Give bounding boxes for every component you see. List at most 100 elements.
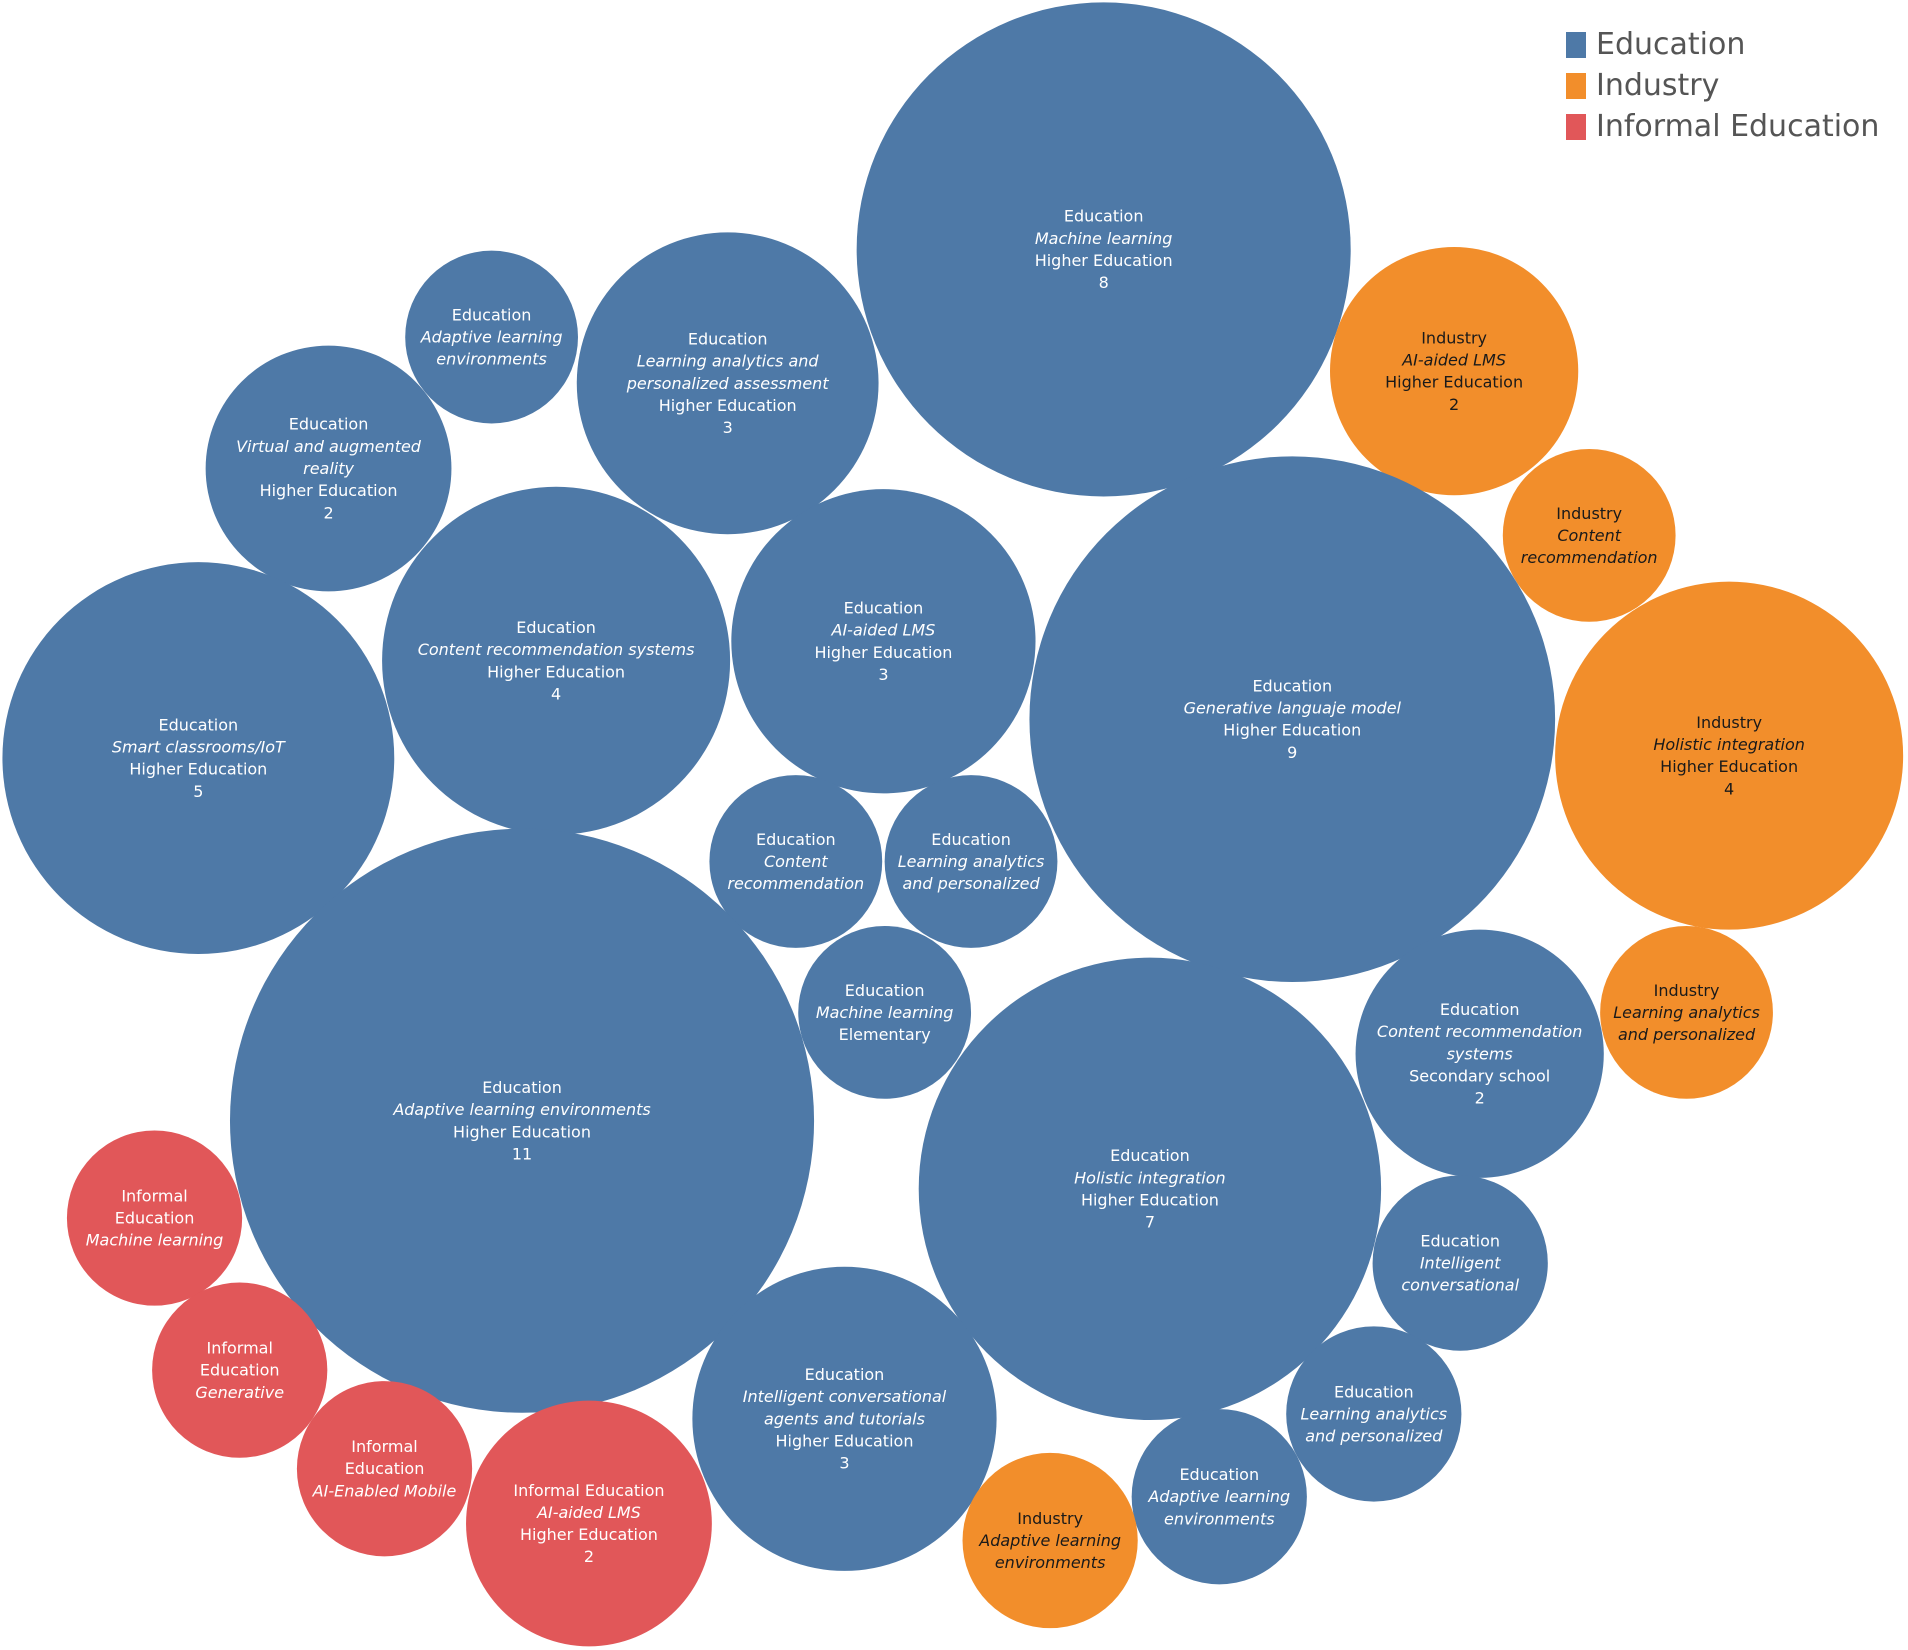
bubble-label: Education Learning analytics and personali… [626,330,830,438]
bubble-topic-line: Content recommendation systems [418,640,695,659]
bubble-topic-line: AI-aided LMS [536,1503,641,1522]
bubble-text-line: Informal Education [513,1481,664,1500]
bubble-topic-line: environments [995,1553,1106,1572]
bubble-text-line: Higher Education [260,481,398,500]
bubble-circle [798,926,972,1099]
bubble-circle [152,1282,328,1458]
legend: Education Industry Informal Education [1566,24,1879,147]
bubble-topic-line: Adaptive learning environments [392,1100,650,1119]
bubble-circle [405,250,578,424]
legend-item-education: Education [1566,24,1879,65]
bubble-text-line: 11 [512,1144,532,1163]
bubble-circle [576,232,879,535]
bubble-text-line: 7 [1145,1213,1155,1232]
bubble-circle [1029,456,1556,982]
bubble-text-line: 3 [878,665,888,684]
bubble-informal-education-machine-learning: Informal Education Machine learning [66,1130,243,1306]
bubble-topic-line: Holistic integration [1653,735,1805,754]
bubble-topic-line: Virtual and augmented [236,437,422,456]
legend-swatch-industry [1566,72,1586,99]
bubble-label: Education Content recommendation [727,830,864,893]
bubble-text-line: Higher Education [129,760,267,779]
bubble-text-line: Industry [1421,328,1487,347]
bubble-label: Informal Education AI-Enabled Mobile [312,1437,457,1500]
bubble-topic-line: Smart classrooms/IoT [112,738,286,757]
bubble-text-line: Education [1064,207,1144,226]
bubble-text-line: Higher Education [814,643,952,662]
bubble-circle [66,1130,243,1306]
bubble-education-learning-analytics-and-personalized: Education Learning analytics and personali… [1286,1326,1462,1502]
bubble-text-line: Higher Education [1081,1190,1219,1209]
bubble-topic-line: personalized assessment [626,374,830,393]
bubble-topic-line: Generative [195,1383,284,1402]
bubble-topic-line: Holistic integration [1074,1168,1226,1187]
bubble-text-line: 2 [323,503,333,522]
bubble-circle [2,562,395,954]
legend-label: Informal Education [1596,109,1880,144]
bubble-text-line: Education [805,1365,885,1384]
bubble-topic-line: Adaptive learning [420,328,563,347]
bubble-text-line: Higher Education [1035,251,1173,270]
bubble-label: Informal Education AI-aided LMS Higher Edu… [513,1481,664,1566]
bubble-text-line: Higher Education [520,1525,658,1544]
bubble-industry-adaptive-learning-environments: Industry Adaptive learning environments [962,1452,1138,1629]
bubble-topic-line: Adaptive learning [1147,1487,1290,1506]
bubble-education-content-recommendation-systems: Education Content recommendation systems H… [382,486,731,835]
bubble-topic-line: Machine learning [816,1003,954,1022]
bubble-circle [731,489,1036,794]
bubble-text-line: Higher Education [1660,757,1798,776]
bubble-education-adaptive-learning-environments: Education Adaptive learning environments H… [229,828,815,1413]
bubble-text-line: Informal [351,1437,417,1456]
bubble-label: Education Virtual and augmented reality Hig… [236,415,422,523]
bubble-text-line: Education [200,1361,280,1380]
bubble-topic-line: Machine learning [1035,229,1173,248]
bubble-topic-line: Learning analytics [1300,1404,1447,1423]
bubble-text-line: Secondary school [1409,1066,1550,1085]
bubble-circle [709,775,883,948]
bubble-text-line: Education [345,1459,425,1478]
bubble-education-adaptive-learning-environments: Education Adaptive learning environments [1131,1409,1307,1585]
bubble-label: Industry AI-aided LMS Higher Education 2 [1385,328,1523,413]
bubble-circle [1330,247,1579,496]
bubble-text-line: 2 [584,1547,594,1566]
bubble-informal-education-generative: Informal Education Generative [152,1282,328,1458]
bubble-text-line: 2 [1475,1089,1485,1108]
bubble-text-line: Education [1420,1231,1500,1250]
bubble-circle [296,1381,473,1557]
bubble-topic-line: Adaptive learning [978,1531,1121,1550]
bubble-label: Education Intelligent conversational agent… [743,1365,947,1473]
bubble-text-line: Industry [1017,1509,1083,1528]
bubble-education-generative-languaje-model: Education Generative languaje model Higher… [1029,456,1556,982]
bubble-text-line: Higher Education [776,1431,914,1450]
bubble-label: Education Intelligent conversational [1401,1231,1519,1294]
bubble-text-line: 2 [1449,395,1459,414]
bubble-circle [918,957,1382,1421]
bubble-education-learning-analytics-and-personalized: Education Learning analytics and personali… [884,775,1058,948]
bubble-education-content-recommendation: Education Content recommendation [709,775,883,948]
bubble-label: Industry Learning analytics and personaliz… [1613,981,1760,1044]
bubble-circle [1286,1326,1462,1502]
bubble-label: Education Learning analytics and personali… [1300,1382,1447,1445]
bubble-topic-line: and personalized [1305,1427,1443,1446]
bubble-text-line: 4 [551,684,561,703]
bubble-topic-line: AI-Enabled Mobile [312,1481,457,1500]
legend-label: Education [1596,27,1746,62]
bubble-text-line: Education [1110,1146,1190,1165]
bubble-education-machine-learning: Education Machine learning Higher Educatio… [856,2,1351,497]
bubble-education-content-recommendation-systems: Education Content recommendation systems Se… [1355,929,1604,1178]
legend-label: Industry [1596,68,1720,103]
bubble-label: Education Adaptive learning environments H… [392,1078,650,1163]
bubble-text-line: Education [115,1209,195,1228]
bubble-topic-line: recommendation [727,874,864,893]
bubble-text-line: Elementary [839,1025,931,1044]
bubble-text-line: Education [756,830,836,849]
bubble-circle [1372,1175,1548,1351]
bubble-topic-line: Intelligent [1420,1254,1501,1273]
bubble-education-virtual-and-augmented-reality: Education Virtual and augmented reality Hig… [205,345,452,592]
bubble-topic-line: Content recommendation [1377,1022,1583,1041]
bubble-education-intelligent-conversational-agents-and-tutorials: Education Intelligent conversational agent… [692,1266,997,1571]
bubble-education-adaptive-learning-environments: Education Adaptive learning environments [405,250,578,424]
bubble-text-line: Education [844,599,924,618]
bubble-label: Industry Holistic integration Higher Educa… [1653,713,1805,798]
